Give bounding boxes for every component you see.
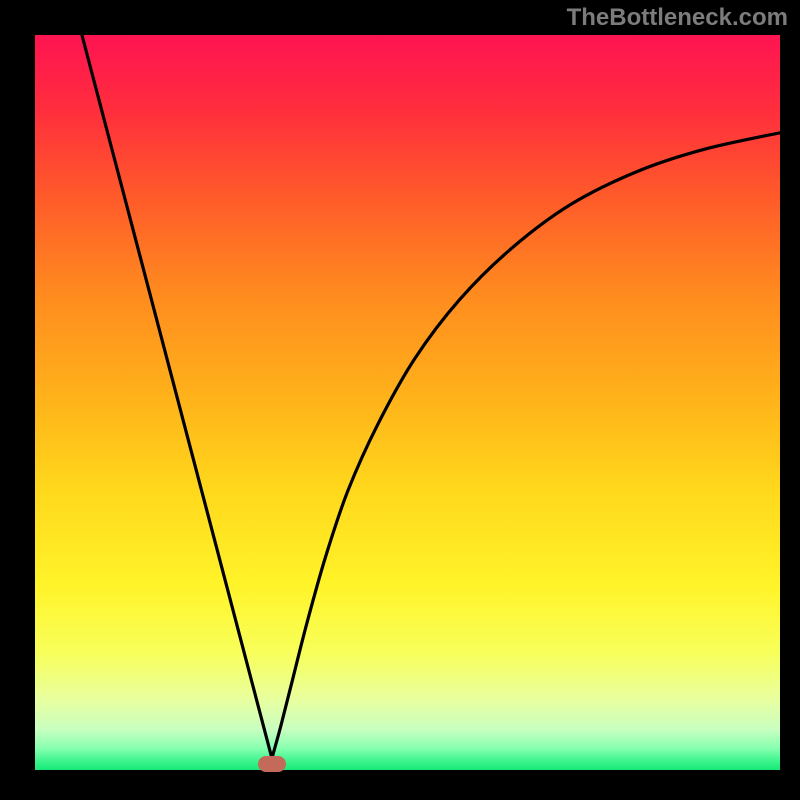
curve-layer — [35, 35, 780, 770]
minimum-marker — [258, 756, 286, 772]
plot-area — [35, 35, 780, 770]
bottleneck-curve — [82, 35, 780, 758]
watermark-text: TheBottleneck.com — [567, 4, 788, 32]
chart-container: TheBottleneck.com — [0, 0, 800, 800]
